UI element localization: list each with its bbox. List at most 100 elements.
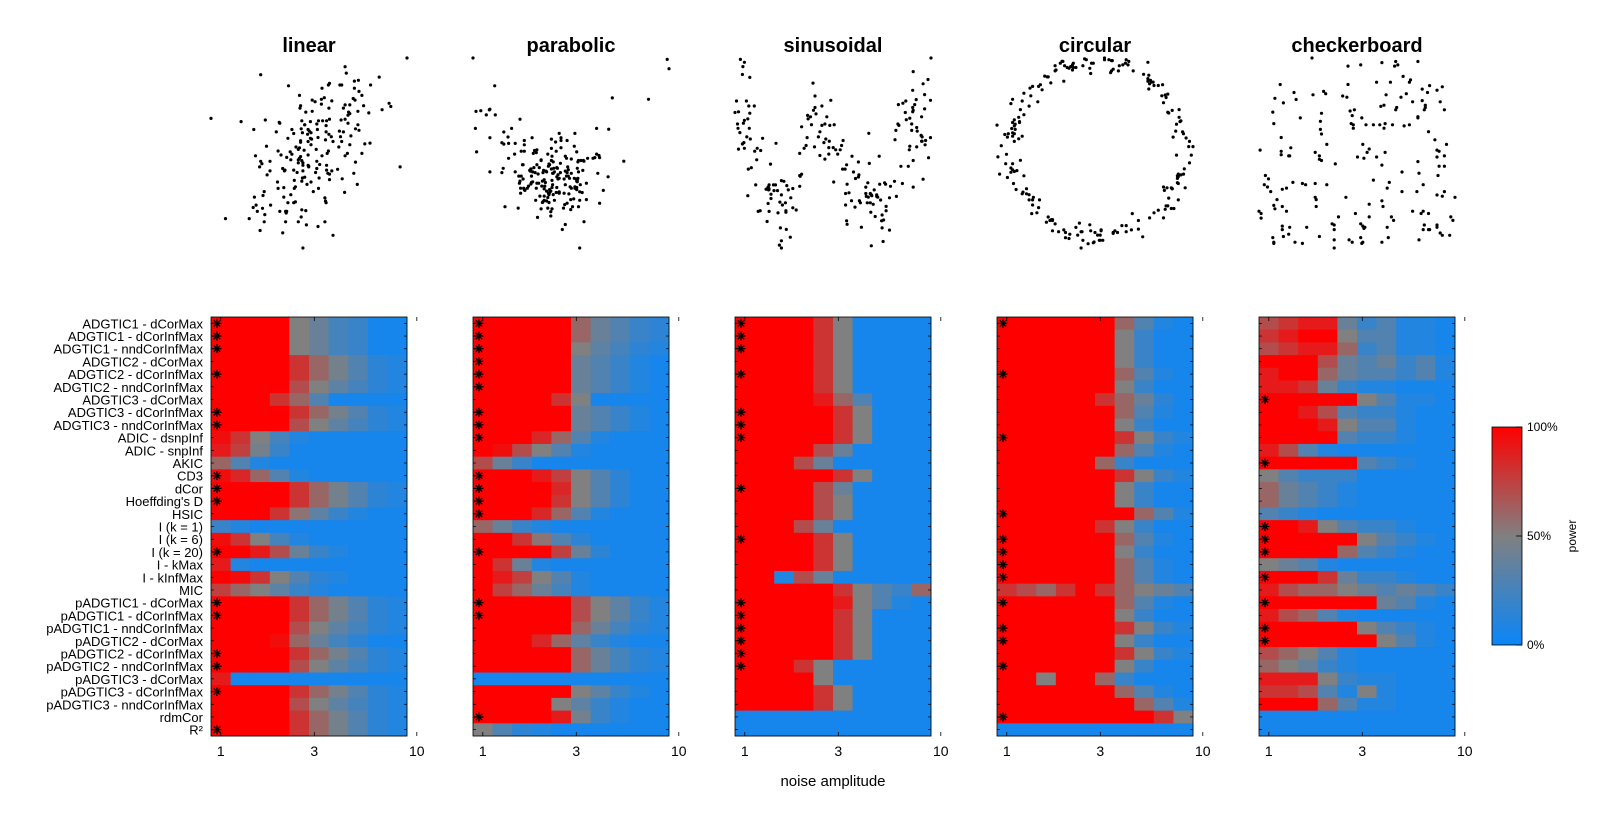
scatter-point	[543, 180, 548, 185]
scatter-point	[362, 104, 366, 108]
heatmap-cell	[492, 405, 513, 419]
heatmap-cell	[309, 647, 329, 661]
heatmap-cell	[1415, 469, 1436, 483]
heatmap-cell	[833, 710, 853, 724]
scatter-point	[1102, 58, 1107, 62]
scatter-point	[324, 130, 328, 134]
heatmap-cell	[531, 456, 552, 470]
heatmap-cell	[387, 367, 408, 381]
heatmap-cell	[1435, 596, 1456, 610]
scatter-point	[558, 171, 563, 175]
scatter-point	[263, 118, 267, 122]
heatmap-cell	[250, 494, 271, 508]
heatmap-cell	[813, 393, 834, 407]
scatter-point	[843, 167, 847, 171]
heatmap-cell	[813, 609, 834, 623]
heatmap-cell	[512, 647, 533, 661]
scatter-point	[488, 170, 492, 174]
heatmap-cell	[911, 532, 932, 546]
heatmap-cell	[911, 609, 932, 623]
heatmap-cell	[891, 342, 912, 356]
scatter-point	[811, 108, 816, 112]
heatmap-cell	[348, 355, 369, 369]
heatmap-cell	[997, 329, 1017, 343]
heatmap-cell	[1396, 367, 1417, 381]
heatmap-cell	[1036, 482, 1057, 496]
scatter-point	[903, 110, 907, 115]
heatmap-cell	[1173, 355, 1194, 369]
heatmap-cell	[813, 443, 834, 458]
scatter-point	[791, 206, 795, 210]
scatter-point	[286, 201, 290, 205]
heatmap-cell	[1173, 367, 1194, 381]
heatmap-cell	[269, 685, 290, 699]
heatmap-cell	[269, 405, 290, 419]
heatmap-cell	[1415, 647, 1436, 661]
heatmap-cell	[649, 621, 670, 635]
heatmap-cell	[571, 558, 591, 572]
heatmap-cell	[1435, 507, 1456, 521]
scatter-point	[798, 151, 802, 155]
scatter-point	[1111, 67, 1115, 71]
heatmap-cell	[1173, 621, 1194, 635]
heatmap-cell	[1278, 317, 1299, 331]
heatmap-cell	[754, 621, 775, 635]
scatter-point	[1152, 211, 1156, 215]
heatmap-cell	[629, 583, 650, 597]
scatter-point	[493, 84, 497, 88]
heatmap-cell	[289, 570, 310, 585]
heatmap-cell	[1357, 443, 1377, 458]
heatmap-cell	[367, 317, 388, 331]
heatmap-cell	[872, 469, 893, 483]
heatmap-cell	[309, 672, 329, 686]
scatter-point	[310, 109, 314, 113]
scatter-point	[1101, 238, 1105, 242]
heatmap-cell	[230, 659, 251, 673]
heatmap-cell	[872, 367, 893, 381]
heatmap-cell	[754, 469, 775, 483]
heatmap-cell	[1376, 342, 1397, 356]
heatmap-cell	[1036, 443, 1057, 458]
heatmap-cell	[1357, 507, 1377, 521]
heatmap-cell	[512, 443, 533, 458]
scatter-point	[296, 147, 300, 151]
scatter-point	[1300, 241, 1304, 245]
heatmap-cell	[551, 659, 572, 673]
heatmap-cell	[1435, 494, 1456, 508]
heatmap-cell	[1435, 634, 1456, 648]
heatmap-cell	[891, 609, 912, 623]
scatter-point	[1009, 166, 1013, 170]
scatter-point	[285, 155, 289, 159]
heatmap-cell	[793, 405, 814, 419]
scatter-point	[758, 209, 762, 213]
scatter-point	[315, 159, 319, 163]
scatter-point	[1096, 233, 1100, 237]
heatmap-cell	[1036, 672, 1057, 686]
heatmap-cell	[774, 393, 795, 407]
heatmap-cell	[1435, 456, 1456, 470]
scatter-point	[551, 183, 555, 187]
heatmap-cell	[590, 469, 611, 483]
heatmap-cell	[1036, 469, 1057, 483]
heatmap-cell	[911, 685, 932, 699]
heatmap-cell	[1396, 697, 1417, 712]
scatter-point	[299, 139, 303, 143]
heatmap-cell	[348, 659, 369, 673]
heatmap-cell	[512, 456, 533, 470]
scatter-point	[1353, 211, 1357, 216]
scatter-point	[779, 239, 784, 243]
scatter-point	[775, 189, 780, 193]
heatmap-cell	[590, 456, 611, 470]
heatmap-cell	[872, 672, 893, 686]
scatter-point	[473, 126, 477, 130]
heatmap-cell	[309, 710, 329, 724]
heatmap-cell	[551, 672, 572, 686]
scatter-point	[1310, 56, 1314, 60]
heatmap-cell	[1376, 380, 1397, 394]
heatmap-cell	[1337, 393, 1358, 407]
scatter-point	[1009, 102, 1013, 106]
heatmap-cell	[1357, 659, 1377, 673]
heatmap-cell	[531, 659, 552, 673]
heatmap-cell	[1415, 520, 1436, 534]
heatmap-cell	[649, 469, 670, 483]
